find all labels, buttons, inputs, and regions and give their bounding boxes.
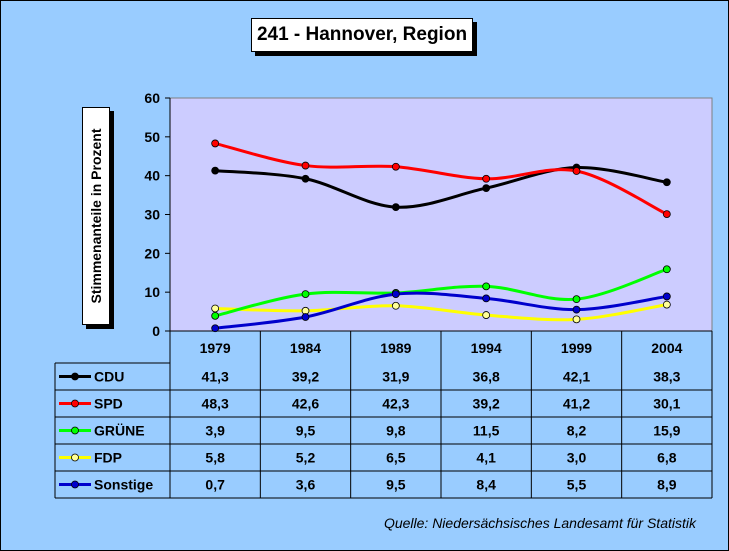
chart-title: 241 - Hannover, Region	[256, 24, 468, 45]
data-label: 9,5	[386, 477, 406, 493]
data-point	[391, 301, 400, 310]
x-tick-label: 1984	[290, 340, 321, 356]
data-label: 8,9	[657, 477, 677, 493]
data-point	[301, 161, 310, 170]
legend-label: CDU	[94, 369, 124, 385]
data-point	[662, 300, 671, 309]
data-point	[572, 305, 581, 314]
data-label: 36,8	[473, 369, 500, 385]
data-point	[211, 139, 220, 148]
y-tick-label: 10	[144, 284, 160, 300]
x-tick-label: 2004	[651, 340, 682, 356]
data-label: 6,8	[657, 450, 677, 466]
data-point	[572, 315, 581, 324]
data-point	[662, 178, 671, 187]
data-label: 3,9	[205, 423, 225, 439]
series-line-grüne	[214, 267, 668, 318]
y-tick-label: 60	[144, 90, 160, 106]
series-line-cdu	[215, 166, 668, 209]
data-label: 5,2	[296, 450, 316, 466]
data-label: 4,1	[476, 450, 496, 466]
source-note: Quelle: Niedersächsisches Landesamt für …	[383, 515, 696, 531]
legend-key-marker	[71, 399, 79, 408]
data-point	[301, 290, 310, 299]
data-point	[211, 304, 220, 313]
legend-label: SPD	[94, 396, 123, 412]
data-point	[662, 210, 671, 219]
data-label: 42,3	[382, 396, 409, 412]
series-line-spd	[214, 141, 668, 216]
series-line-fdp	[215, 303, 668, 322]
data-label: 9,8	[386, 423, 406, 439]
data-label: 0,7	[205, 477, 225, 493]
data-label: 9,5	[296, 423, 316, 439]
y-tick-label: 50	[144, 129, 160, 145]
data-label: 39,2	[473, 396, 500, 412]
data-label: 38,3	[653, 369, 680, 385]
data-label: 41,2	[563, 396, 590, 412]
y-tick-label: 40	[144, 168, 160, 184]
data-label: 39,2	[292, 369, 319, 385]
series-line-sonstige	[214, 291, 668, 330]
legend-key-marker	[71, 372, 79, 381]
legend-label: GRÜNE	[94, 423, 145, 439]
data-point	[301, 174, 310, 183]
x-tick-label: 1979	[200, 340, 231, 356]
data-point	[211, 311, 220, 320]
data-label: 6,5	[386, 450, 406, 466]
data-point	[572, 167, 581, 175]
data-label: 5,8	[205, 450, 225, 466]
data-point	[301, 313, 310, 321]
data-label: 31,9	[382, 369, 409, 385]
data-label: 42,1	[563, 369, 590, 385]
data-label: 30,1	[653, 396, 680, 412]
data-point	[662, 265, 671, 274]
data-point	[482, 184, 491, 192]
data-label: 5,5	[567, 477, 587, 493]
legend-key-marker	[71, 453, 79, 462]
data-point	[482, 174, 491, 183]
data-point	[482, 282, 491, 291]
plot-area	[169, 97, 713, 332]
data-label: 8,4	[476, 477, 496, 493]
y-tick-label: 30	[144, 207, 160, 223]
data-label: 15,9	[653, 423, 680, 439]
legend-key-marker	[71, 426, 79, 435]
y-axis-label-box: Stimmenanteile in Prozent	[82, 107, 110, 325]
y-axis-label: Stimmenanteile in Prozent	[88, 128, 104, 304]
y-tick-label: 20	[144, 245, 160, 261]
data-point	[391, 203, 400, 212]
data-point	[662, 292, 671, 301]
data-label: 3,0	[567, 450, 587, 466]
data-point	[211, 324, 220, 333]
data-label: 8,2	[567, 423, 587, 439]
data-label: 48,3	[202, 396, 229, 412]
data-point	[391, 162, 400, 171]
data-label: 3,6	[296, 477, 316, 493]
x-tick-label: 1989	[380, 340, 411, 356]
x-tick-label: 1994	[471, 340, 502, 356]
data-point	[211, 166, 220, 175]
legend-key-marker	[71, 480, 79, 489]
data-label: 41,3	[202, 369, 229, 385]
data-point	[391, 290, 400, 299]
data-label: 11,5	[473, 423, 500, 439]
data-point	[482, 294, 491, 303]
chart-title-box: 241 - Hannover, Region	[251, 18, 473, 52]
data-point	[572, 295, 581, 304]
data-label: 42,6	[292, 396, 319, 412]
legend-label: Sonstige	[94, 477, 153, 493]
x-tick-label: 1999	[561, 340, 592, 356]
data-point	[482, 311, 491, 319]
legend-label: FDP	[94, 450, 122, 466]
y-tick-label: 0	[152, 323, 160, 339]
